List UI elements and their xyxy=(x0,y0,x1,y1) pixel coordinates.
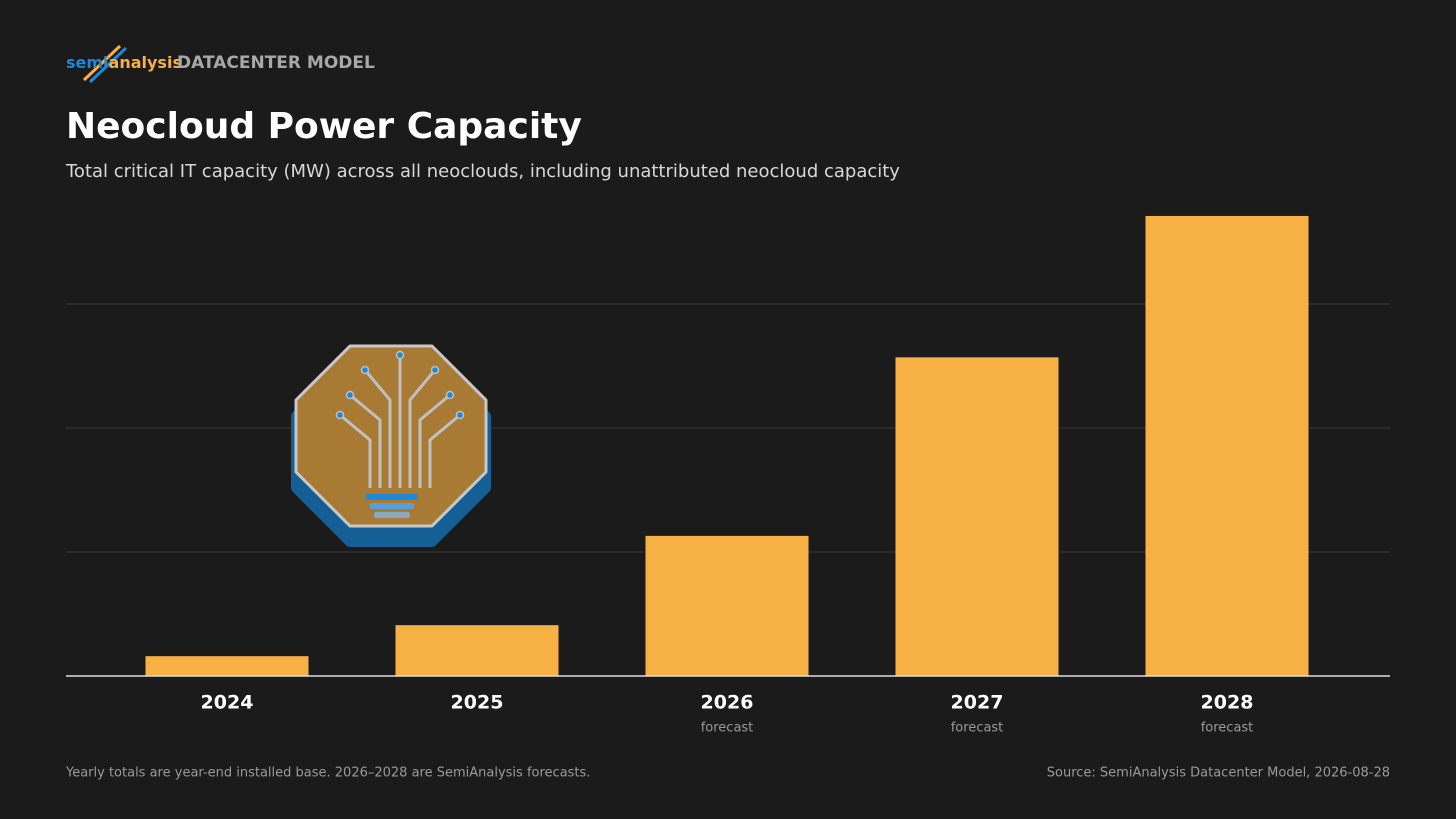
bar xyxy=(645,535,809,676)
x-tick-note: forecast xyxy=(951,721,1004,736)
chart-subtitle: Total critical IT capacity (MW) across a… xyxy=(65,161,900,182)
bar xyxy=(895,357,1059,676)
x-tick-label: 2026 xyxy=(701,692,754,714)
illustration xyxy=(291,344,491,547)
bar xyxy=(145,656,309,676)
logo-right: analysis xyxy=(109,53,182,72)
x-tick-note: forecast xyxy=(701,721,754,736)
x-tick-label: 2025 xyxy=(451,692,504,714)
bars xyxy=(145,215,1309,676)
footnote: Yearly totals are year-end installed bas… xyxy=(65,766,590,781)
x-tick-label: 2028 xyxy=(1201,692,1254,714)
chart-title: Neocloud Power Capacity xyxy=(66,106,582,147)
logo-left: semi xyxy=(66,53,109,72)
bar xyxy=(395,625,559,676)
section-label: DATACENTER MODEL xyxy=(177,53,375,73)
logo-icon xyxy=(82,44,128,84)
logo: semianalysis xyxy=(66,53,182,72)
bar xyxy=(1145,215,1309,676)
source: Source: SemiAnalysis Datacenter Model, 2… xyxy=(1047,766,1390,781)
x-tick-note: forecast xyxy=(1201,721,1254,736)
x-tick-label: 2027 xyxy=(951,692,1004,714)
x-tick-label: 2024 xyxy=(201,692,254,714)
